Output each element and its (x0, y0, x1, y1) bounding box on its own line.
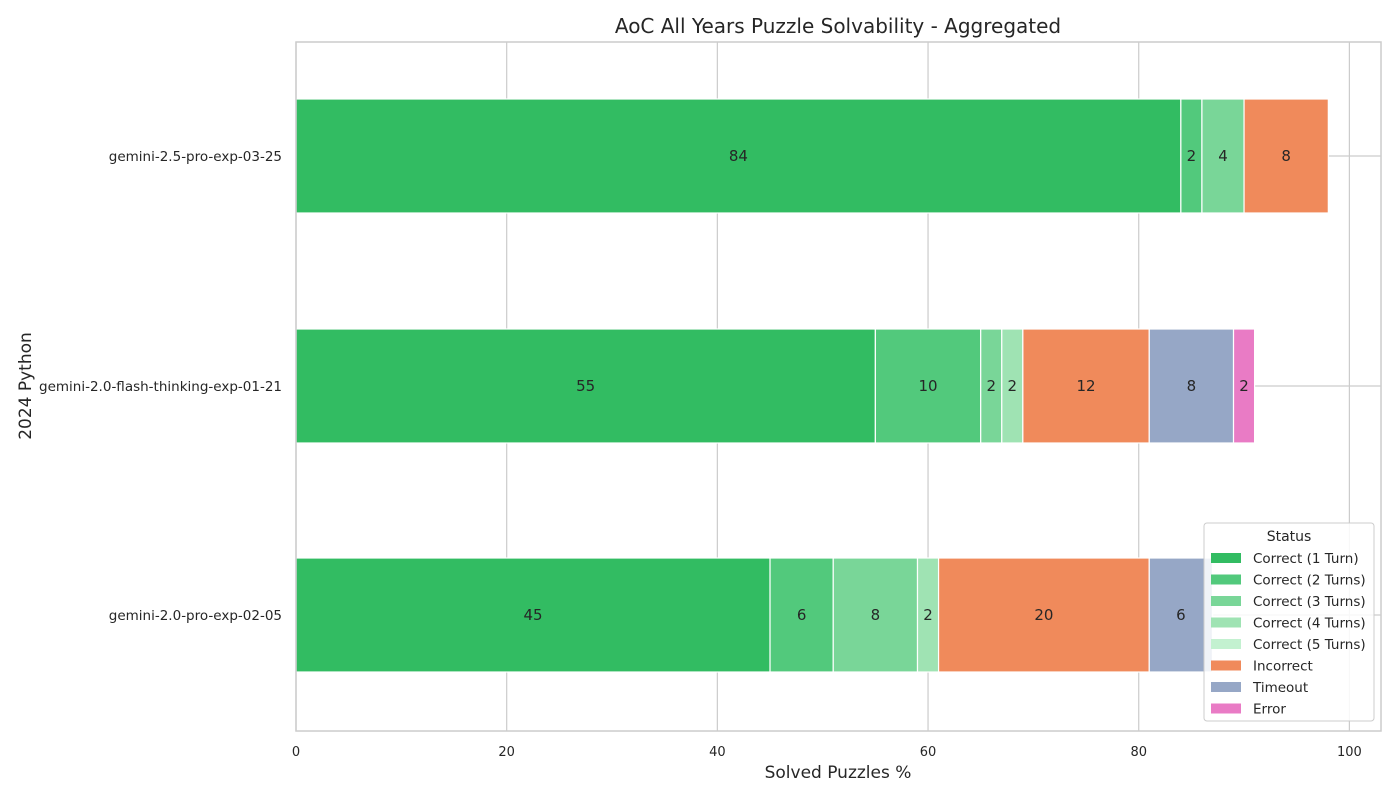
legend-items: Correct (1 Turn) Correct (2 Turns) Correct… (1211, 551, 1366, 718)
y-tick-label: gemini-2.0-pro-exp-02-05 (109, 608, 282, 624)
bar-segment (295, 557, 771, 673)
bar-segment (832, 557, 919, 673)
bar-value-label: 4 (1218, 147, 1228, 165)
legend-swatch (1211, 553, 1241, 563)
chart-title: AoC All Years Puzzle Solvability - Aggre… (615, 14, 1061, 38)
bar-value-label: 8 (1187, 377, 1197, 395)
y-tick-label: gemini-2.5-pro-exp-03-25 (109, 149, 282, 165)
bar-value-label: 55 (576, 377, 595, 395)
bar-value-label: 84 (729, 147, 748, 165)
x-tick-label: 0 (292, 745, 300, 760)
bar-value-label: 6 (1176, 606, 1186, 624)
bar-segment (874, 328, 982, 444)
legend-swatch (1211, 660, 1241, 671)
bar-value-label: 2 (923, 606, 933, 624)
legend-entry: Correct (3 Turns) (1253, 594, 1366, 610)
x-axis-title: Solved Puzzles % (765, 763, 912, 783)
bar-value-label: 2 (1239, 377, 1249, 395)
legend-swatch (1211, 639, 1241, 649)
y-tick-label: gemini-2.0-flash-thinking-exp-01-21 (39, 379, 282, 395)
bar-value-label: 8 (1281, 147, 1291, 165)
legend-swatch (1211, 596, 1241, 606)
bar-segment (1022, 328, 1150, 444)
x-tick-label: 20 (498, 745, 515, 760)
bar-segment (937, 557, 1150, 673)
bar-segment (769, 557, 834, 673)
bar-value-label: 2 (986, 377, 996, 395)
legend-title: Status (1267, 529, 1312, 545)
bar-value-label: 45 (523, 606, 542, 624)
bars-layer: 84 2 4 855 10 2 2 12 8 245 6 8 2 20 6 (295, 98, 1329, 673)
legend-entry: Incorrect (1253, 659, 1313, 675)
legend-swatch (1211, 617, 1241, 628)
legend-swatch (1211, 574, 1241, 585)
bar-segment (1148, 557, 1214, 673)
legend-entry: Correct (2 Turns) (1253, 573, 1366, 589)
legend: Status Correct (1 Turn) Correct (2 Turns)… (1203, 522, 1375, 722)
legend-swatch (1211, 682, 1241, 692)
legend-entry: Correct (4 Turns) (1253, 616, 1366, 632)
bar-segment (1201, 98, 1245, 214)
bar-value-label: 10 (918, 377, 937, 395)
bar-segment (1148, 328, 1235, 444)
x-tick-label: 40 (709, 745, 726, 760)
y-axis-title: 2024 Python (16, 332, 36, 440)
x-tick-label: 80 (1130, 745, 1147, 760)
bar-segment (1232, 328, 1256, 444)
bar-value-label: 2 (1008, 377, 1018, 395)
legend-box (1203, 522, 1375, 722)
bar-value-label: 6 (797, 606, 807, 624)
x-tick-label: 60 (920, 745, 937, 760)
bar-value-label: 2 (1187, 147, 1197, 165)
frame-layer (295, 41, 1382, 732)
legend-entry: Timeout (1252, 680, 1308, 696)
legend-entry: Correct (1 Turn) (1253, 551, 1359, 567)
legend-entry: Correct (5 Turns) (1253, 637, 1366, 653)
bar-segment (1243, 98, 1329, 214)
legend-entry: Error (1253, 702, 1286, 718)
axis-layer: 0 20 40 60 80 100 gemini-2.5-pro-exp-03-25 gemi… (39, 149, 1362, 760)
bar-value-label: 8 (871, 606, 881, 624)
x-tick-label: 100 (1337, 745, 1362, 760)
plot-frame (295, 41, 1382, 732)
bar-value-label: 20 (1034, 606, 1053, 624)
bar-segment (295, 328, 876, 444)
bar-value-label: 12 (1077, 377, 1096, 395)
legend-swatch (1211, 703, 1241, 714)
